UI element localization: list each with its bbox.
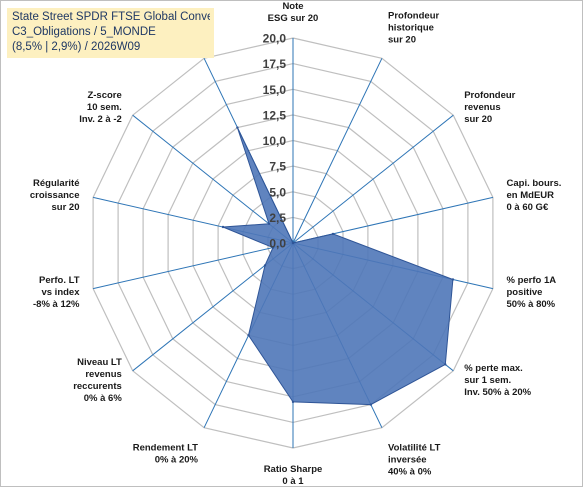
axis-label-line: % perfo 1A xyxy=(507,275,557,286)
axis-label-line: 0% à 20% xyxy=(155,454,199,465)
tick-label: 5,0 xyxy=(269,185,286,199)
axis-label-line: ESG sur 20 xyxy=(268,13,319,24)
axis-spoke xyxy=(92,242,294,290)
axis-label-line: 10 sem. xyxy=(87,102,122,113)
axis-label-line: sur 20 xyxy=(52,202,80,213)
axis-label-line: Perfo. LT xyxy=(39,275,80,286)
axis-label-line: 0 à 1 xyxy=(282,476,304,487)
axis-spoke xyxy=(292,58,383,244)
axis-label-line: reccurents xyxy=(73,381,122,392)
axis-label-line: 50% à 80% xyxy=(507,299,556,310)
axis-label: Note ESG sur 20 xyxy=(268,1,319,24)
data-point xyxy=(291,400,295,404)
axis-label-line: sur 1 sem. xyxy=(464,375,511,386)
data-point xyxy=(444,363,447,366)
axis-label: Volatilité LT inversée 40% à 0% xyxy=(388,442,441,477)
axis-label: Profondeur historique sur 20 xyxy=(388,11,439,46)
axis-label-line: Inv. 50% à 20% xyxy=(464,387,531,398)
tick-label: 2,5 xyxy=(269,211,286,225)
axis-label-line: -8% à 12% xyxy=(33,299,80,310)
data-point xyxy=(451,278,455,281)
tick-label: 17,5 xyxy=(263,57,287,71)
axis-label-line: historique xyxy=(388,23,434,34)
axis-label-line: Régularité xyxy=(33,178,79,189)
axis-label-line: sur 20 xyxy=(464,114,492,125)
axis-label: Perfo. LT vs index -8% à 12% xyxy=(33,275,80,310)
axis-label-line: inversée xyxy=(388,454,427,465)
axis-label: % perte max. sur 1 sem. Inv. 50% à 20% xyxy=(464,363,531,398)
data-point xyxy=(247,334,250,337)
axis-label-line: Profondeur xyxy=(388,11,439,22)
axis-spoke xyxy=(132,114,294,244)
data-point xyxy=(221,225,225,229)
tick-label: 10,0 xyxy=(263,134,287,148)
axis-label-line: sur 20 xyxy=(388,35,416,46)
axis-label: Z-score 10 sem. Inv. 2 à -2 xyxy=(79,90,122,125)
axis-label: Ratio Sharpe 0 à 1 xyxy=(264,464,323,487)
axis-label-line: positive xyxy=(507,287,543,298)
data-point xyxy=(263,264,267,267)
axis-label-line: en MdEUR xyxy=(507,190,555,201)
tick-label: 15,0 xyxy=(263,83,287,97)
chart-title-line-2: C3_Obligations / 5_MONDE xyxy=(12,26,156,38)
axis-label-line: revenus xyxy=(464,102,500,113)
axis-label: Rendement LT 0% à 20% xyxy=(133,442,199,465)
axis-label-line: vs index xyxy=(41,287,80,298)
axis-label-line: revenus xyxy=(85,369,121,380)
axis-label: Niveau LT revenus reccurents 0% à 6% xyxy=(73,357,122,404)
data-point xyxy=(271,246,275,249)
chart-title-line-1: State Street SPDR FTSE Global Convertibl xyxy=(12,11,210,23)
data-point xyxy=(267,222,271,225)
tick-label: 0,0 xyxy=(269,237,286,251)
axis-label-line: 40% à 0% xyxy=(388,466,432,477)
axis-label-line: Ratio Sharpe xyxy=(264,464,323,475)
data-point xyxy=(369,403,372,406)
tick-label: 12,5 xyxy=(263,108,287,122)
axis-label: Régularité croissance sur 20 xyxy=(30,178,80,213)
tick-label: 20,0 xyxy=(263,32,287,46)
data-point xyxy=(331,232,335,236)
axis-spoke xyxy=(292,114,454,244)
chart-title-box: State Street SPDR FTSE Global Convertibl… xyxy=(7,8,214,58)
chart-title-line-3: (8,5% | 2,9%) / 2026W09 xyxy=(12,41,141,53)
axis-label-line: Profondeur xyxy=(464,90,515,101)
axis-label-line: Rendement LT xyxy=(133,442,198,453)
axis-label-line: Z-score xyxy=(87,90,121,101)
tick-label: 7,5 xyxy=(269,160,286,174)
axis-label-line: 0% à 6% xyxy=(84,393,123,404)
axis-label-line: Note xyxy=(282,1,303,12)
axis-label-line: 0 à 60 G€ xyxy=(507,202,549,213)
axis-label-line: % perte max. xyxy=(464,363,523,374)
axis-label-line: croissance xyxy=(30,190,80,201)
data-point xyxy=(291,241,295,245)
data-point xyxy=(236,126,239,129)
axis-label: % perfo 1A positive 50% à 80% xyxy=(507,275,557,310)
axis-label: Profondeur revenus sur 20 xyxy=(464,90,515,125)
axis-label: Capi. bours. en MdEUR 0 à 60 G€ xyxy=(507,178,562,213)
axis-label-line: Niveau LT xyxy=(77,357,122,368)
axis-label-line: Capi. bours. xyxy=(507,178,562,189)
axis-label-line: Inv. 2 à -2 xyxy=(79,114,122,125)
axis-label-line: Volatilité LT xyxy=(388,442,441,453)
